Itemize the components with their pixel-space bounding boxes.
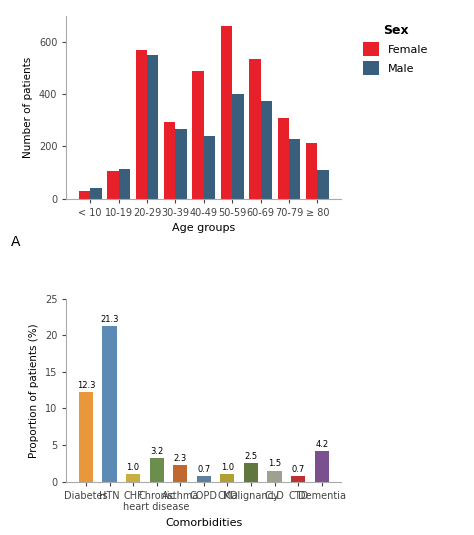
Bar [289, 139, 301, 198]
Bar [175, 129, 187, 198]
Bar [102, 326, 117, 482]
Bar [204, 136, 215, 198]
Bar [221, 26, 232, 198]
Bar [164, 121, 175, 198]
X-axis label: Age groups: Age groups [172, 223, 236, 233]
Bar [150, 458, 164, 482]
Bar [192, 71, 204, 198]
Text: 2.3: 2.3 [173, 454, 187, 463]
X-axis label: Comorbidities: Comorbidities [165, 518, 242, 528]
Text: 2.5: 2.5 [245, 452, 257, 461]
Text: 4.2: 4.2 [315, 440, 328, 449]
Y-axis label: Proportion of patients (%): Proportion of patients (%) [29, 323, 39, 457]
Bar [126, 474, 140, 482]
Text: 1.5: 1.5 [268, 460, 281, 468]
Bar [318, 170, 329, 198]
Bar [291, 476, 305, 482]
Bar [173, 465, 187, 482]
Bar [315, 451, 329, 482]
Text: 12.3: 12.3 [77, 380, 95, 389]
Bar [278, 118, 289, 198]
Text: 1.0: 1.0 [127, 463, 140, 472]
Bar [107, 171, 118, 198]
Bar [90, 188, 101, 198]
Bar [136, 50, 147, 198]
Text: 21.3: 21.3 [100, 315, 119, 324]
Text: 0.7: 0.7 [292, 465, 305, 474]
Bar [79, 392, 93, 482]
Bar [232, 94, 244, 198]
Bar [147, 55, 158, 198]
Text: 3.2: 3.2 [150, 447, 163, 456]
Bar [261, 101, 272, 198]
Bar [306, 142, 318, 198]
Text: A: A [11, 235, 21, 249]
Bar [79, 191, 90, 198]
Text: 1.0: 1.0 [221, 463, 234, 472]
Bar [197, 476, 211, 482]
Text: 0.7: 0.7 [197, 465, 210, 474]
Bar [118, 169, 130, 198]
Legend: Female, Male: Female, Male [361, 21, 431, 77]
Y-axis label: Number of patients: Number of patients [23, 57, 33, 158]
Bar [220, 474, 235, 482]
Bar [267, 471, 282, 482]
Bar [249, 59, 261, 198]
Bar [244, 463, 258, 482]
